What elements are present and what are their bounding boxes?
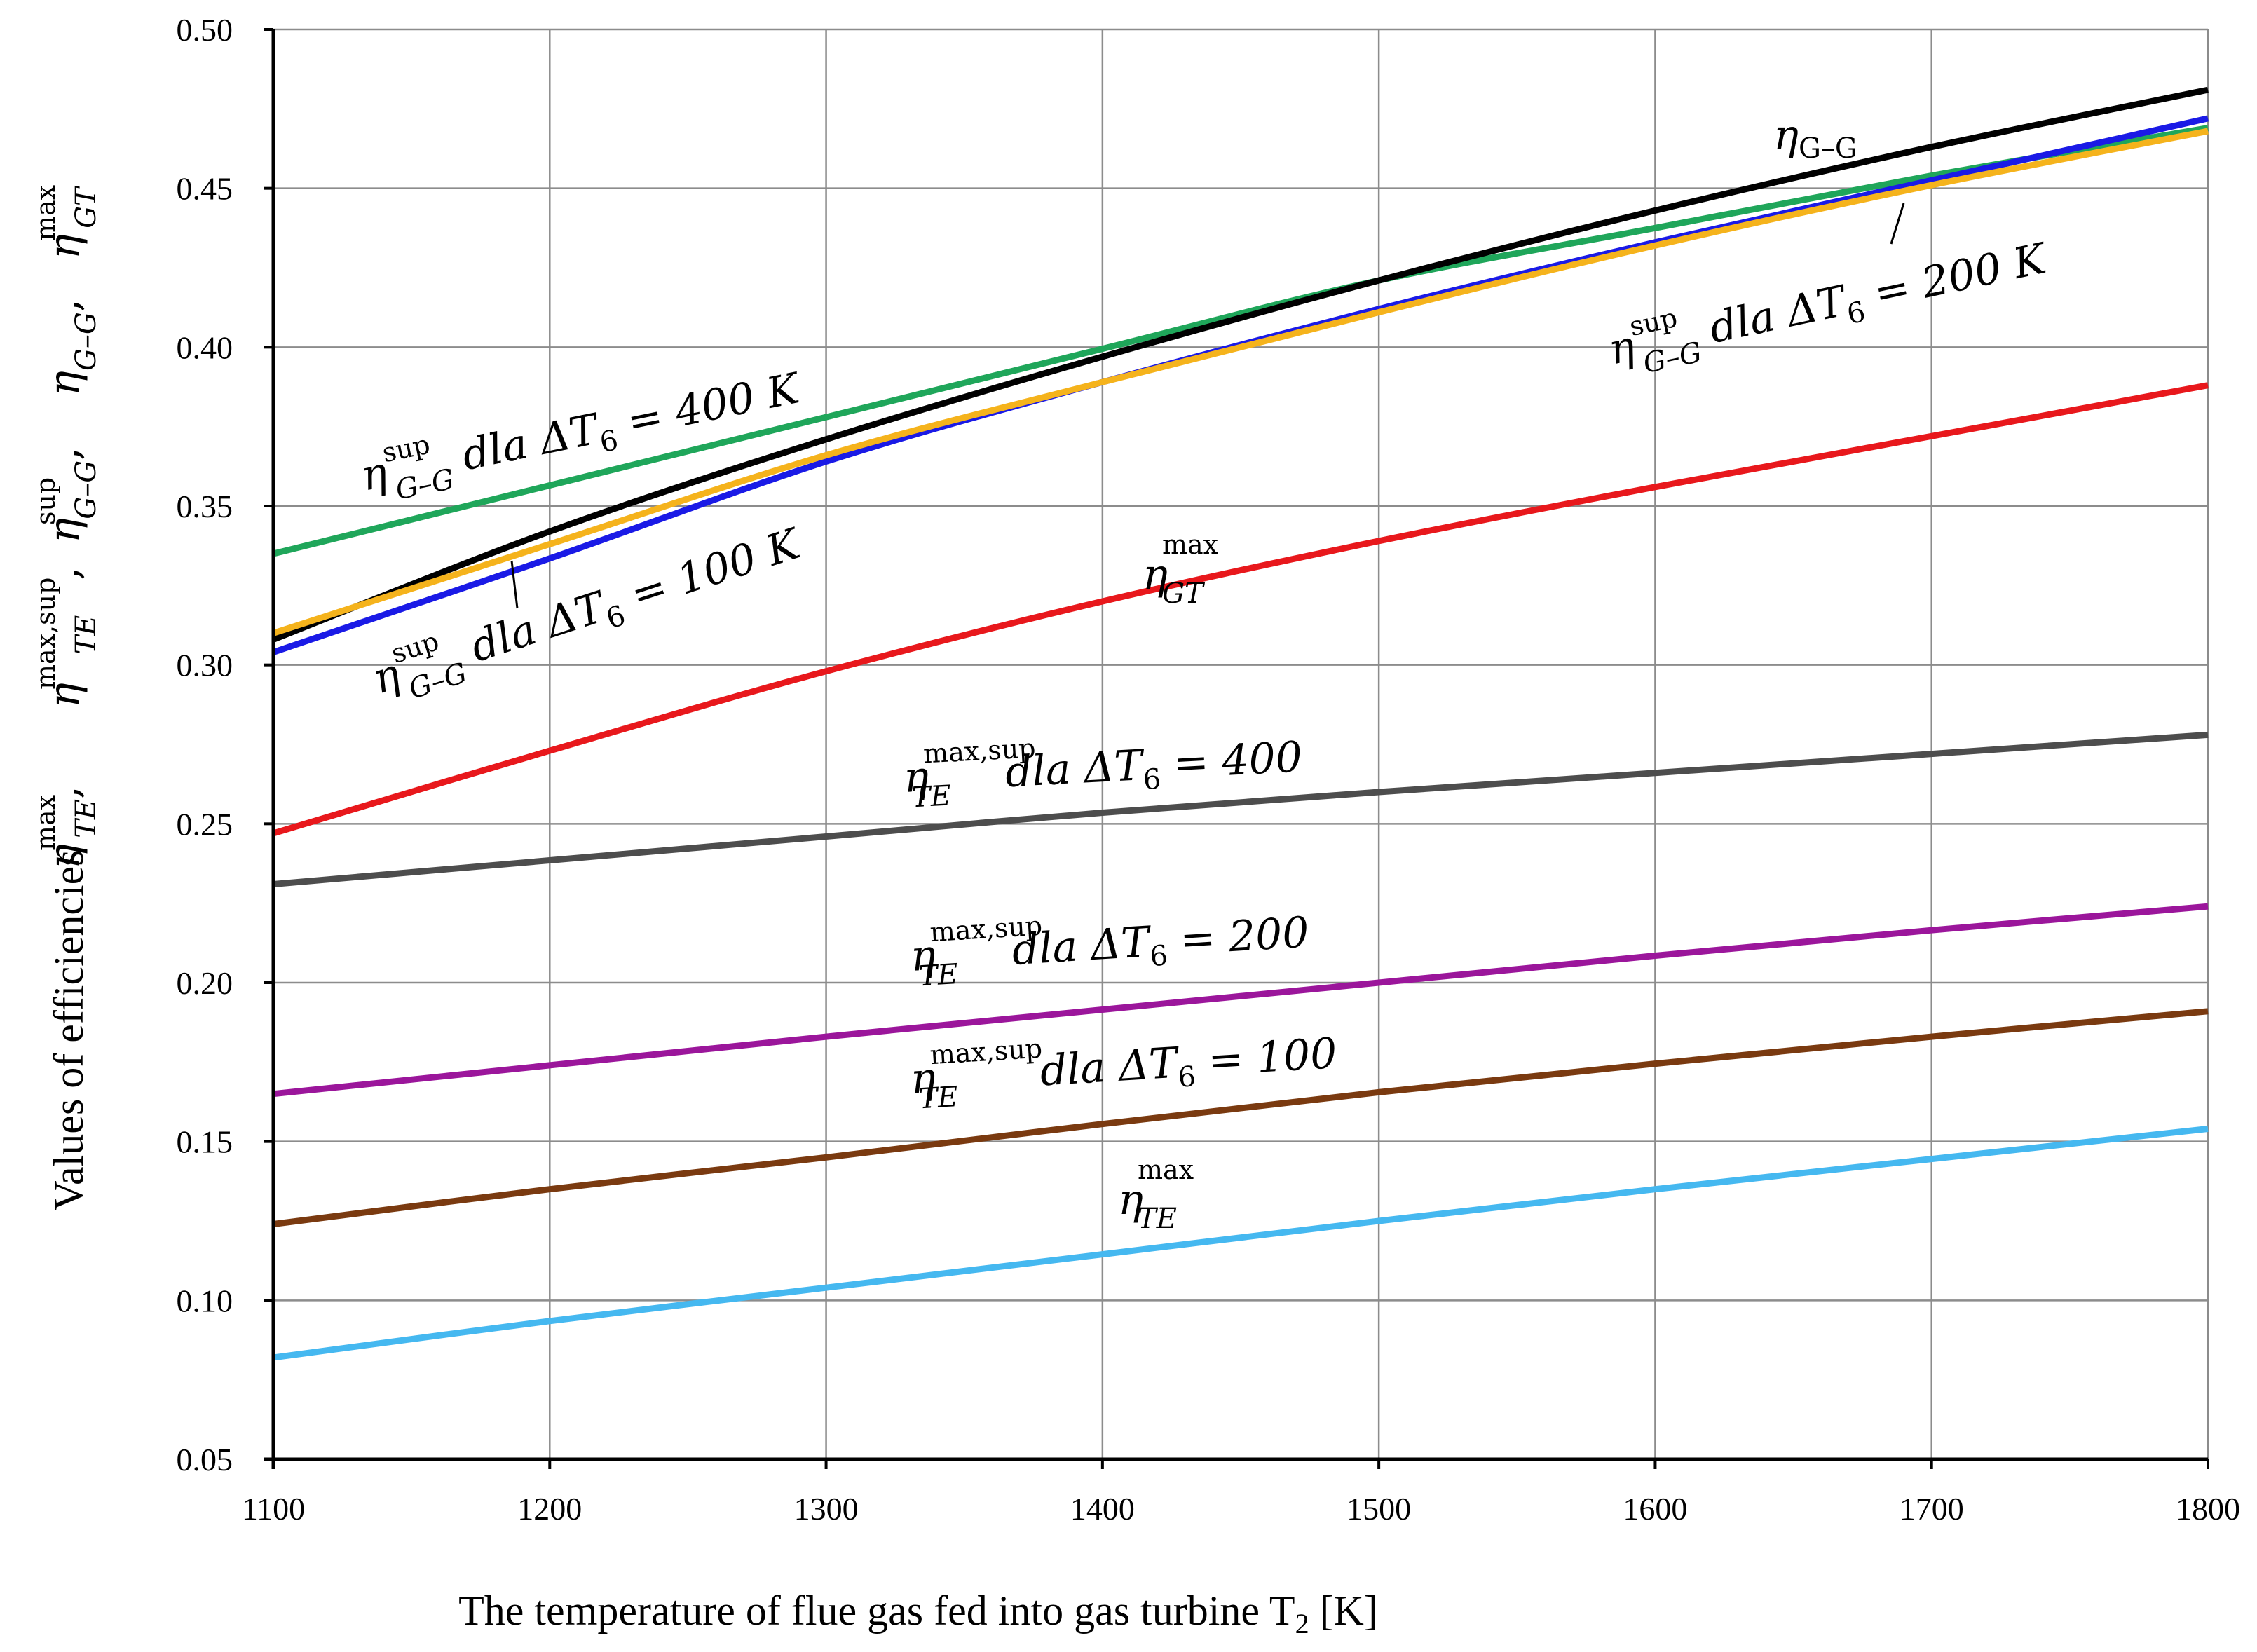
x-tick-label-0: 1100 [242,1491,305,1527]
svg-text:ηmax,supTE dla ΔT6 = 200: ηmax,supTE dla ΔT6 = 200 [908,894,1311,993]
x-tick-label-3: 1400 [1070,1491,1135,1527]
y-tick-label-5: 0.30 [177,648,233,683]
series-line-eta_max_sup_TE_100 [273,1008,2209,1227]
ysym-tesup-main: η [40,683,89,708]
label-eta-sup-gg-100: ηsupG–G dla ΔT6 = 100 K [364,510,811,715]
x-tick-label-7: 1800 [2176,1491,2240,1527]
x-tick-label-1: 1200 [517,1491,582,1527]
x-axis-title-sub: 2 [1295,1608,1309,1639]
y-tick-label-9: 0.50 [177,12,233,48]
label-eta-te-200: ηmax,supTE dla ΔT6 = 200 [908,894,1311,993]
y-tick-label-4: 0.25 [177,806,233,842]
x-axis-title: The temperature of flue gas fed into gas… [458,1588,1378,1639]
ysym-sep-3: , [40,447,89,460]
y-tick-label-1: 0.10 [177,1283,233,1318]
series-line-eta_GG [272,86,2209,643]
ysym-sep-4: , [40,299,89,312]
ysym-sep-1: , [40,786,89,799]
y-tick-label-3: 0.20 [177,965,233,1001]
svg-text:ηsupG–G dla ΔT6 = 200 K: ηsupG–G dla ΔT6 = 200 K [1602,224,2055,387]
ysym-gt-sub: GT [70,185,102,228]
series-line-eta_sup_GG_200 [272,128,2209,636]
label-eta-sup-gg-200: ηsupG–G dla ΔT6 = 200 K [1602,224,2055,387]
svg-text:ηmax,supTE dla ΔT6 = 400: ηmax,supTE dla ΔT6 = 400 [901,718,1304,814]
label-eta-gg: ηG–G [1773,111,1857,165]
x-tick-label-5: 1600 [1623,1491,1687,1527]
y-tick-label-8: 0.45 [177,171,233,207]
label-eta-te-100: ηmax,supTE dla ΔT6 = 100 [908,1015,1339,1116]
y-axis-title: Values of efficiencies [46,849,92,1210]
y-axis-symbols: ηmax TE, ηmax,sup TE, ηsup G–G, ηG–G, ηmax G… [30,185,102,869]
label-eta-te-400: ηmax,supTE dla ΔT6 = 400 [901,718,1304,814]
ysym-gt-main: η [40,234,89,259]
series-line-eta_max_sup_TE_200 [273,903,2209,1098]
ysym-tesup-sup: max,sup [30,578,61,690]
series-layer [272,86,2209,1361]
svg-text:ηmax,supTE dla ΔT6 = 100: ηmax,supTE dla ΔT6 = 100 [908,1015,1339,1116]
ysym-ggsup-main: η [40,518,89,543]
svg-text:ηsupG–G,: ηsup G–G, [30,447,102,543]
svg-text:ηG–G,: ηG–G, [40,299,102,396]
ysym-gg-main: η [40,371,89,396]
svg-text:ηmax,supTE,: ηmax,sup TE, [30,567,102,708]
leader-line-100 [510,560,519,609]
series-line-eta_sup_GG_400 [272,125,2209,557]
ysym-tesup-sub: TE [70,615,102,655]
ysym-te-sup: max [30,795,61,851]
y-tick-label-6: 0.35 [177,489,233,524]
ysym-te-main: η [40,844,89,869]
ysym-sep-2: , [40,567,89,580]
svg-text:ηsupG–G dla ΔT6 = 100 K: ηsupG–G dla ΔT6 = 100 K [364,510,811,715]
series-line-eta_max_GT [272,382,2209,837]
ysym-gt-sup: max [30,185,61,241]
axes [264,28,2209,1469]
x-tick-labels: 1100 1200 1300 1400 1500 1600 1700 1800 [242,1491,2240,1527]
x-axis-title-unit: [K] [1309,1588,1378,1634]
series-line-eta_max_TE [273,1126,2209,1361]
x-tick-label-4: 1500 [1346,1491,1411,1527]
y-tick-label-0: 0.05 [177,1442,233,1477]
series-line-eta_max_sup_TE_400 [273,731,2209,887]
x-tick-label-6: 1700 [1900,1491,1964,1527]
y-tick-label-7: 0.40 [177,329,233,365]
ysym-te-sub: TE [70,799,102,838]
ysym-gg-sub: G–G [70,312,102,371]
leader-line-200 [1890,203,1905,245]
x-tick-label-2: 1300 [794,1491,859,1527]
label-eta-max-gt: ηmax GT [1143,529,1218,610]
label-eta-max-te: ηmax TE [1118,1154,1194,1235]
y-tick-labels: 0.05 0.10 0.15 0.20 0.25 0.30 0.35 0.40 0.45 0.50 [177,12,233,1477]
y-tick-label-2: 0.15 [177,1124,233,1160]
ysym-ggsup-sub: G–G [70,460,102,519]
ysym-ggsup-sup: sup [30,477,61,525]
x-axis-title-text: The temperature of flue gas fed into gas… [458,1588,1295,1634]
